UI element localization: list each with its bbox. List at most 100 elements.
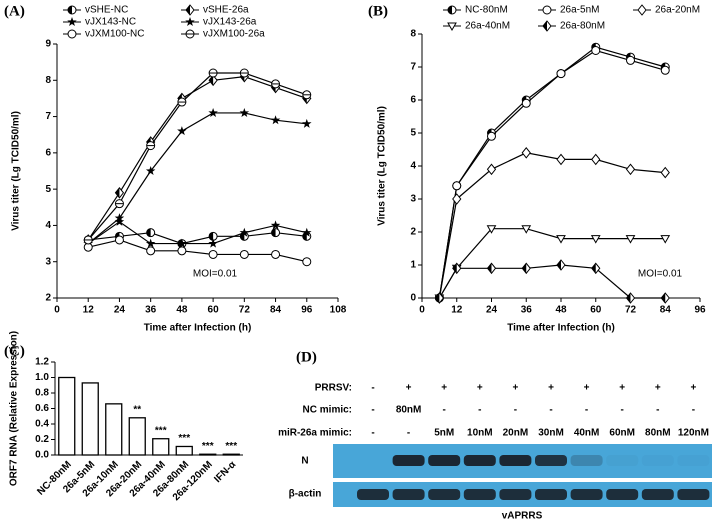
data-point bbox=[521, 262, 531, 275]
data-point bbox=[67, 17, 77, 27]
marker-outline bbox=[146, 246, 156, 256]
series-line bbox=[87, 72, 307, 241]
band bbox=[570, 489, 603, 500]
legend-label: 26a-20nM bbox=[655, 5, 700, 16]
data-point bbox=[542, 20, 552, 32]
marker-outline bbox=[591, 46, 601, 55]
marker-fill bbox=[177, 126, 187, 136]
legend-marker bbox=[447, 22, 457, 32]
y-axis-title: ORF7 RNA (Relative Expression) bbox=[9, 331, 20, 486]
data-point bbox=[67, 5, 77, 15]
band bbox=[570, 455, 603, 466]
y-tick-label: 8 bbox=[410, 29, 416, 40]
legend-marker bbox=[185, 17, 195, 27]
x-tick-label: 12 bbox=[83, 305, 95, 316]
data-point bbox=[556, 235, 566, 244]
x-axis-title: Time after Infection (h) bbox=[144, 323, 252, 334]
band bbox=[606, 455, 639, 466]
marker-outline bbox=[660, 166, 670, 179]
x-tick-label: 108 bbox=[330, 305, 347, 316]
band bbox=[641, 489, 674, 500]
band bbox=[357, 489, 389, 500]
marker-outline bbox=[271, 249, 281, 259]
marker-fill bbox=[435, 293, 440, 303]
y-tick-label: 7 bbox=[45, 111, 51, 122]
data-point bbox=[208, 238, 218, 248]
marker-fill bbox=[209, 232, 214, 241]
data-point bbox=[486, 225, 497, 234]
data-point bbox=[590, 235, 601, 244]
legend-marker bbox=[542, 20, 552, 32]
marker-outline bbox=[521, 225, 532, 234]
legend-marker bbox=[67, 29, 77, 39]
marker-outline bbox=[302, 257, 312, 267]
data-point bbox=[270, 220, 281, 230]
legend-label: vJX143-NC bbox=[85, 17, 136, 28]
y-tick-label: 3 bbox=[410, 194, 416, 205]
x-tick-label: 96 bbox=[301, 305, 313, 316]
marker-outline bbox=[521, 146, 531, 159]
data-point bbox=[521, 98, 531, 108]
annotation: MOI=0.01 bbox=[193, 269, 238, 280]
legend-label: NC-80nM bbox=[465, 5, 508, 16]
data-point bbox=[486, 262, 497, 275]
data-point bbox=[625, 163, 636, 176]
row-label: PRRSV: bbox=[315, 383, 352, 394]
marker-outline bbox=[637, 4, 647, 16]
data-point bbox=[114, 199, 124, 209]
data-point bbox=[271, 228, 281, 238]
marker-outline bbox=[486, 163, 497, 176]
x-tick-label: 84 bbox=[270, 305, 282, 316]
marker-fill bbox=[302, 118, 312, 128]
series-line bbox=[438, 152, 666, 299]
data-point bbox=[270, 115, 281, 125]
annotation: MOI=0.01 bbox=[638, 269, 683, 280]
marker-fill bbox=[145, 238, 156, 248]
marker-fill bbox=[114, 216, 125, 226]
marker-fill bbox=[208, 238, 218, 248]
row-label: NC mimic: bbox=[303, 405, 352, 416]
marker-fill bbox=[626, 293, 631, 303]
bar bbox=[152, 438, 170, 456]
marker-fill bbox=[448, 6, 452, 14]
bar bbox=[222, 453, 240, 456]
y-axis-title: Virus titer (Lg TCID50/ml) bbox=[11, 111, 22, 231]
marker-outline bbox=[556, 69, 566, 79]
panel-label: (A) bbox=[4, 3, 25, 19]
series-line bbox=[87, 112, 307, 245]
band bbox=[499, 455, 532, 466]
data-point bbox=[146, 246, 156, 256]
data-point bbox=[452, 181, 462, 191]
lane-label: 80nM bbox=[645, 428, 671, 439]
lane-label: + bbox=[548, 383, 554, 394]
data-point bbox=[208, 231, 218, 241]
marker-outline bbox=[626, 55, 635, 65]
marker-fill bbox=[522, 263, 527, 274]
y-axis-title: Virus titer (Lg TCID50/ml) bbox=[377, 106, 388, 226]
y-tick-label: 5 bbox=[45, 184, 51, 195]
marker-fill bbox=[591, 263, 596, 274]
lane-label: - bbox=[371, 383, 374, 394]
data-point bbox=[625, 292, 636, 304]
lane-label: - bbox=[371, 428, 374, 439]
y-tick-label: 3 bbox=[45, 256, 51, 267]
x-tick-label: 84 bbox=[660, 305, 672, 316]
lane-label: + bbox=[512, 383, 518, 394]
marker-outline bbox=[590, 235, 601, 244]
band bbox=[606, 489, 639, 500]
marker-fill bbox=[146, 228, 151, 237]
lane-label: + bbox=[441, 383, 447, 394]
band bbox=[392, 455, 425, 466]
marker-outline bbox=[556, 235, 566, 244]
data-point bbox=[185, 17, 195, 27]
x-tick-label: IFN-α bbox=[212, 459, 238, 485]
marker-fill bbox=[487, 263, 492, 274]
data-point bbox=[114, 186, 125, 199]
band bbox=[499, 489, 532, 500]
data-point bbox=[146, 228, 156, 238]
lane-label: - bbox=[371, 405, 374, 416]
bar bbox=[58, 376, 76, 456]
legend-label: vJX143-26a bbox=[203, 17, 257, 28]
data-point bbox=[114, 235, 124, 245]
data-point bbox=[556, 153, 566, 166]
